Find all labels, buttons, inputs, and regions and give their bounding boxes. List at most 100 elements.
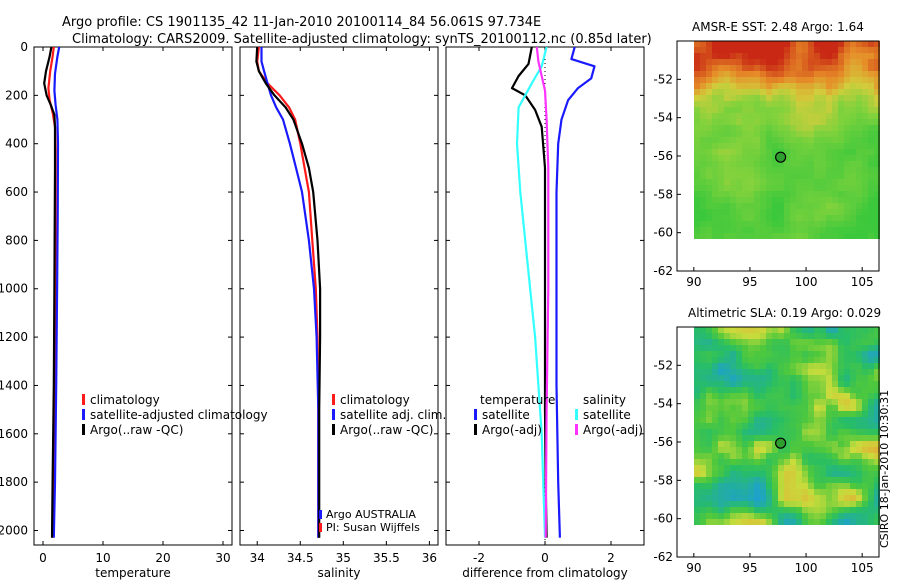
map-cell bbox=[868, 95, 874, 101]
map-cell bbox=[760, 167, 766, 173]
map-cell bbox=[814, 149, 820, 155]
xtick-label: 30 bbox=[215, 551, 230, 565]
map-cell bbox=[694, 41, 700, 47]
map-cell bbox=[808, 513, 814, 519]
map-cell bbox=[706, 477, 712, 483]
map-cell bbox=[760, 501, 766, 507]
map-cell bbox=[700, 161, 706, 167]
map-cell bbox=[718, 131, 724, 137]
map-cell bbox=[742, 203, 748, 209]
map-cell bbox=[808, 351, 814, 357]
map-cell bbox=[868, 501, 874, 507]
map-cell bbox=[832, 179, 838, 185]
xtick-label: 35 bbox=[336, 551, 351, 565]
map-cell bbox=[796, 339, 802, 345]
map-cell bbox=[724, 519, 730, 525]
map-cell bbox=[802, 221, 808, 227]
map-cell bbox=[736, 411, 742, 417]
map-cell bbox=[856, 125, 862, 131]
map-cell bbox=[712, 381, 718, 387]
map-cell bbox=[856, 519, 862, 525]
map-cell bbox=[748, 333, 754, 339]
map-cell bbox=[796, 411, 802, 417]
map-cell bbox=[748, 489, 754, 495]
map-cell bbox=[760, 399, 766, 405]
map-cell bbox=[838, 387, 844, 393]
map-cell bbox=[862, 209, 868, 215]
map-cell bbox=[730, 399, 736, 405]
map-cell bbox=[730, 179, 736, 185]
map-cell bbox=[802, 363, 808, 369]
map-cell bbox=[790, 167, 796, 173]
map-cell bbox=[712, 191, 718, 197]
map-cell bbox=[838, 357, 844, 363]
map-cell bbox=[730, 101, 736, 107]
map-cell bbox=[838, 53, 844, 59]
map-cell bbox=[694, 227, 700, 233]
map-cell bbox=[808, 459, 814, 465]
map-cell bbox=[868, 107, 874, 113]
map-cell bbox=[730, 203, 736, 209]
map-cell bbox=[694, 465, 700, 471]
map-cell bbox=[730, 113, 736, 119]
map-cell bbox=[760, 185, 766, 191]
map-cell bbox=[766, 393, 772, 399]
map-cell bbox=[868, 369, 874, 375]
map-cell bbox=[820, 185, 826, 191]
map-cell bbox=[838, 381, 844, 387]
map-cell bbox=[700, 179, 706, 185]
map-cell bbox=[856, 155, 862, 161]
map-cell bbox=[808, 471, 814, 477]
map-cell bbox=[760, 441, 766, 447]
map-cell bbox=[784, 131, 790, 137]
map-cell bbox=[748, 221, 754, 227]
map-cell bbox=[844, 83, 850, 89]
map-cell bbox=[802, 477, 808, 483]
map-cell bbox=[760, 489, 766, 495]
map-cell bbox=[772, 185, 778, 191]
map-cell bbox=[796, 137, 802, 143]
map-cell bbox=[862, 363, 868, 369]
map-cell bbox=[850, 143, 856, 149]
map-cell bbox=[742, 369, 748, 375]
map-cell bbox=[706, 333, 712, 339]
map-cell bbox=[796, 477, 802, 483]
map-cell bbox=[712, 149, 718, 155]
map-cell bbox=[778, 53, 784, 59]
map-cell bbox=[700, 203, 706, 209]
map-cell bbox=[766, 227, 772, 233]
map-cell bbox=[712, 411, 718, 417]
map-cell bbox=[754, 179, 760, 185]
map-cell bbox=[766, 381, 772, 387]
map-cell bbox=[724, 185, 730, 191]
map-cell bbox=[868, 387, 874, 393]
map-cell bbox=[772, 441, 778, 447]
map-cell bbox=[844, 197, 850, 203]
map-cell bbox=[730, 59, 736, 65]
map-cell bbox=[790, 137, 796, 143]
map-cell bbox=[700, 435, 706, 441]
map-cell bbox=[850, 513, 856, 519]
map-cell bbox=[808, 107, 814, 113]
map-cell bbox=[868, 221, 874, 227]
ytick-label: 1400 bbox=[0, 378, 28, 392]
map-cell bbox=[778, 519, 784, 525]
map-cell bbox=[766, 489, 772, 495]
map-cell bbox=[712, 435, 718, 441]
map-cell bbox=[724, 399, 730, 405]
map-cell bbox=[760, 411, 766, 417]
map-cell bbox=[730, 71, 736, 77]
map-cell bbox=[826, 333, 832, 339]
map-cell bbox=[844, 47, 850, 53]
map-cell bbox=[766, 507, 772, 513]
map-cell bbox=[850, 233, 856, 239]
map-cell bbox=[760, 77, 766, 83]
map-cell bbox=[796, 453, 802, 459]
map-cell bbox=[766, 333, 772, 339]
map-cell bbox=[874, 77, 880, 83]
map-cell bbox=[754, 167, 760, 173]
map-cell bbox=[814, 489, 820, 495]
map-cell bbox=[712, 167, 718, 173]
map-cell bbox=[748, 435, 754, 441]
